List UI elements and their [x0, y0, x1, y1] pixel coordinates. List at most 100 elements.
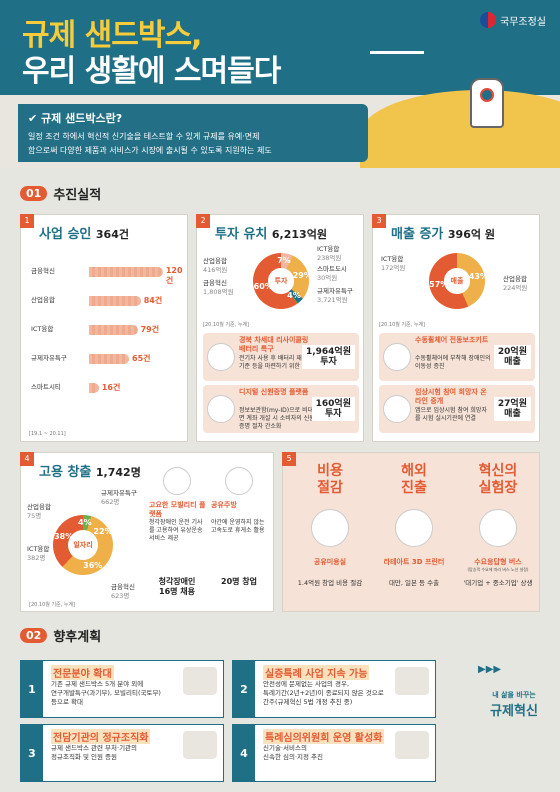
- example-title: 디지털 신원증명 플랫폼: [239, 388, 309, 396]
- plan-desc: 신기술·서비스의 신속한 심의·지정 추진: [263, 744, 323, 762]
- slogan-line1: 내 삶을 바꾸는: [492, 691, 536, 699]
- effect-heading-1: 해외: [401, 463, 427, 479]
- logo-text: 국무조정실: [500, 16, 546, 28]
- pie-label: ICT융합 238억원: [317, 245, 341, 263]
- bar: [89, 267, 163, 277]
- card-number: 5: [282, 452, 296, 466]
- pie-label-value: 416억원: [203, 266, 228, 274]
- pie-center: 매출: [444, 268, 470, 294]
- job-result: 청각장애인 16명 채용: [149, 575, 205, 599]
- pie-label-value: 623명: [111, 592, 130, 600]
- pie-pct: 4%: [78, 517, 92, 527]
- section-label: 향후계획: [53, 630, 102, 645]
- example-icon: [207, 395, 235, 423]
- robot-eye-icon: [480, 88, 494, 102]
- amount-label: 매출: [504, 409, 521, 419]
- effect-desc: '대기업 + 중소기업' 상생: [463, 579, 533, 587]
- plan-desc-line: 안전성에 문제없는 사업의 경우,: [263, 680, 350, 688]
- amount-label: 투자: [320, 357, 337, 367]
- sales-unit: 억 원: [470, 228, 495, 241]
- effect-name: 수요응답형 버스: [474, 558, 522, 566]
- definition-question: ✔ 규제 샌드박스란?: [28, 112, 123, 125]
- amount-value: 160억원: [315, 399, 351, 409]
- effect-icon: [479, 509, 517, 547]
- effect-heading-2: 진출: [401, 480, 427, 496]
- job-title: 공유주방: [211, 501, 237, 509]
- amount-label: 매출: [504, 357, 521, 367]
- bar-label: 스마트시티: [31, 383, 61, 391]
- example-title: 임상시험 참여 희망자 온라인 중개: [415, 388, 487, 405]
- bar-row: 산업융합 84건: [31, 294, 181, 308]
- pie-label-name: ICT융합: [381, 255, 404, 263]
- plan-desc: 기존 규제 샌드박스 5개 분야 외에 연구개발특구(과기부), 모빌리티(국토부…: [51, 680, 161, 707]
- pie-label: ICT융합 172억원: [381, 255, 405, 273]
- slogan-line2: 규제혁신: [490, 704, 538, 719]
- plan-desc-line: 신속한 심의·지정 추진: [263, 753, 324, 761]
- effect-heading: 혁신의 실험장: [459, 463, 537, 497]
- plan-desc-line: 특례기간(2년+2년)이 종료되지 않은 것으로: [263, 689, 384, 697]
- bar-row: ICT융합 79건: [31, 323, 181, 337]
- plan-desc-line: 신기술·서비스의: [263, 744, 307, 752]
- pie-pct: 29%: [292, 271, 312, 281]
- example-amount: 27억원 매출: [493, 397, 531, 421]
- job-title: 고요한 모빌리티 플랫폼: [149, 501, 206, 518]
- pie-center: 투자: [268, 268, 294, 294]
- effect-desc: 1.4억원 창업 비용 절감: [297, 579, 363, 587]
- example-icon: [383, 395, 411, 423]
- effect-heading-1: 비용: [317, 463, 343, 479]
- plan-item: 4 특례심의위원회 운영 활성화 신기술·서비스의 신속한 심의·지정 추진: [232, 724, 436, 782]
- example-desc: 정보보관함(my-ID)으로 비대면 계좌 개설 시 소비자의 신원증명 절차 …: [239, 407, 315, 430]
- job-desc: 야간에 운영하지 않는 고속도로 휴게소 활용: [211, 519, 265, 534]
- effect-heading: 해외 진출: [375, 463, 453, 497]
- slogan: 내 삶을 바꾸는 규제혁신: [484, 690, 544, 719]
- bar-row: 규제자유특구 65건: [31, 352, 181, 366]
- header-banner: [0, 0, 560, 95]
- pie-label: 금융혁신 1,808억원: [203, 279, 234, 297]
- bar: [89, 325, 138, 335]
- pie-label-name: 금융혁신: [203, 279, 227, 287]
- example-amount: 160억원 투자: [311, 397, 355, 421]
- bar: [89, 383, 99, 393]
- bar: [89, 354, 129, 364]
- plan-illustration: [183, 667, 217, 695]
- plan-item: 1 전문분야 확대 기존 규제 샌드박스 5개 분야 외에 연구개발특구(과기부), …: [20, 660, 224, 718]
- definition-line2: 함으로써 다양한 제품과 서비스가 시장에 출시될 수 있도록 지원하는 제도: [28, 146, 272, 155]
- pie-label-value: 172억원: [381, 264, 406, 272]
- definition-box: ✔ 규제 샌드박스란? 일정 조건 하에서 혁신적 신기술을 테스트할 수 있게…: [18, 104, 368, 162]
- example-desc: 수동휠체어에 부착해 장애인의 이동성 증진: [415, 355, 491, 370]
- example-amount: 20억원 매출: [493, 345, 531, 369]
- jobs-value: 1,742: [95, 466, 131, 479]
- job-result: 20명 창업: [211, 575, 267, 589]
- section-results-title: 01 추진실적: [20, 184, 101, 203]
- bar-value: 65건: [132, 354, 151, 363]
- section-number: 01: [20, 186, 48, 201]
- approval-title: 사업 승인 364건: [39, 223, 129, 242]
- bar: [89, 296, 141, 306]
- card-number: 4: [20, 452, 34, 466]
- investment-unit: 억원: [306, 228, 327, 241]
- plan-item: 3 전담기관의 정규조직화 규제 샌드박스 관련 부처·기관의 정규조직화 및 인원 …: [20, 724, 224, 782]
- pie-pct: 22%: [93, 527, 113, 537]
- section-number: 02: [20, 628, 48, 643]
- bar-label: 산업융합: [31, 296, 55, 304]
- plan-number: 4: [233, 725, 255, 781]
- pie-label-value: 382명: [27, 554, 46, 562]
- plan-illustration: [183, 731, 217, 759]
- amount-label: 투자: [325, 409, 342, 419]
- robot-icon: [470, 78, 504, 128]
- pie-label-value: 75명: [27, 512, 42, 520]
- sales-title: 매출 증가 396억 원: [391, 223, 495, 242]
- pie-label-name: ICT융합: [317, 245, 340, 253]
- investment-value: 6,213: [271, 228, 307, 241]
- title-line1: 규제 샌드박스,: [22, 18, 202, 53]
- taegeuk-icon: [480, 12, 496, 28]
- bar-row: 금융혁신 120건: [31, 265, 183, 285]
- jobs-note: [20.10월 기준, 누계]: [29, 602, 75, 608]
- plan-desc: 규제 샌드박스 관련 부처·기관의 정규조직화 및 인원 증원: [51, 744, 137, 762]
- plan-desc-line: 연구개발특구(과기부), 모빌리티(국토부): [51, 689, 161, 697]
- effects-card: 5 비용 절감 공유미용실 1.4억원 창업 비용 절감 해외 진출 라테아트 3D 프린터…: [282, 452, 540, 612]
- definition-line1: 일정 조건 하에서 혁신적 신기술을 테스트할 수 있게 규제를 유예·면제: [28, 132, 260, 141]
- investment-card: 2 투자 유치 6,213억원 투자 7% 29% 4% 60% 산업융합 416억원 금융혁…: [196, 214, 364, 442]
- header: 규제 샌드박스, 우리 생활에 스며들다 국무조정실 ✔ 규제 샌드박스란? 일…: [0, 0, 560, 168]
